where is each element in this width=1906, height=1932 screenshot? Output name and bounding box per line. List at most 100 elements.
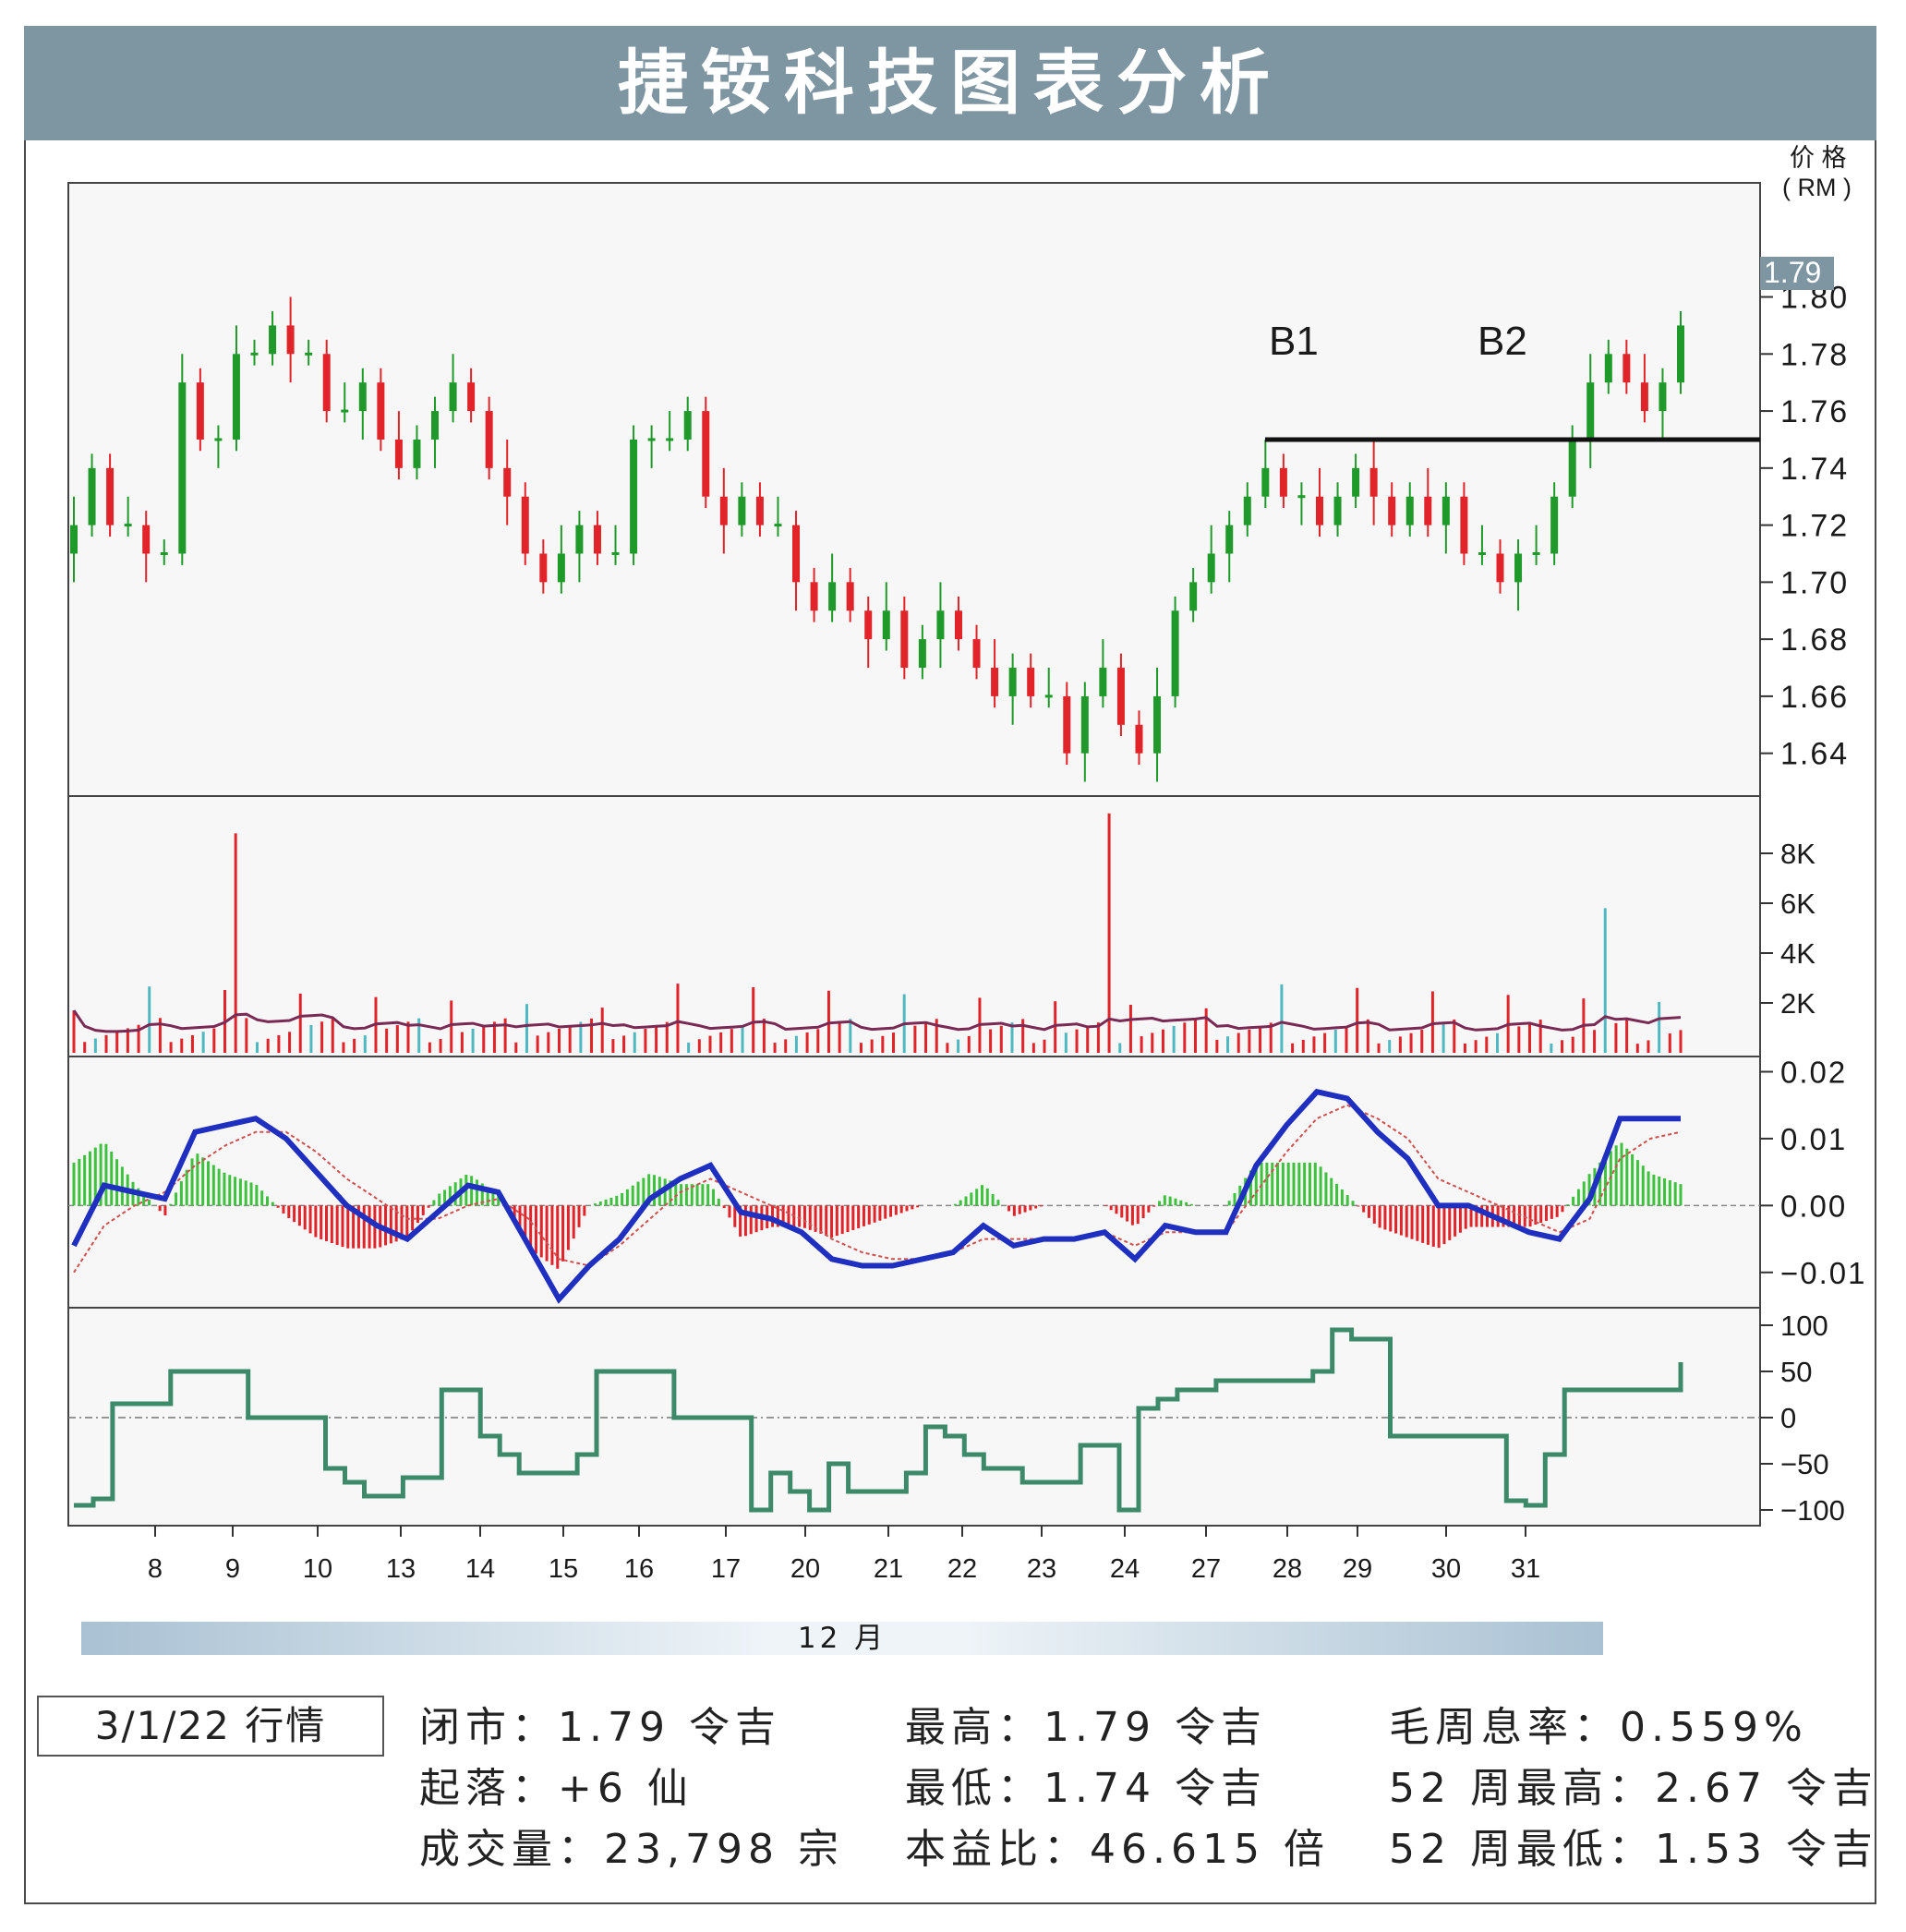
macd-line	[71, 1088, 1681, 1304]
x-tick-label: 13	[386, 1554, 416, 1584]
x-tick-label: 10	[303, 1554, 332, 1584]
price-tick-label: 1.76	[1780, 394, 1849, 429]
stat-volume: 成交量：23,798 宗	[419, 1826, 844, 1873]
candle-body	[1279, 467, 1287, 497]
month-label: 12 月	[797, 1622, 887, 1655]
candle-body	[792, 525, 801, 583]
candle-body	[900, 610, 909, 669]
candle-body	[1027, 668, 1035, 696]
candle-body	[449, 382, 457, 412]
candle-body	[810, 582, 818, 611]
candle-body	[1153, 695, 1162, 754]
candle-body	[1116, 668, 1125, 725]
candle-body	[1677, 325, 1684, 383]
candle-body	[557, 553, 565, 583]
candle-body	[214, 438, 223, 441]
candle-body	[1514, 553, 1523, 583]
macd-tick-label: −0.01	[1780, 1256, 1867, 1290]
candle-body	[1135, 724, 1143, 754]
candle-body	[88, 467, 96, 525]
oscillator-line	[74, 1327, 1683, 1513]
price-panel	[67, 182, 1761, 797]
candle-body	[1369, 467, 1378, 497]
x-tick-label: 28	[1273, 1554, 1302, 1584]
candle-body	[70, 525, 78, 554]
candle-body	[1225, 525, 1234, 554]
volume-tick-label: 2K	[1780, 987, 1816, 1020]
candle-body	[1315, 496, 1323, 525]
candle-body	[1189, 582, 1198, 611]
volume-panel	[67, 795, 1761, 1057]
stat-change: 起落：+6 仙	[419, 1765, 694, 1812]
x-tick-label: 22	[947, 1554, 977, 1584]
candle-body	[1099, 668, 1107, 696]
candle-body	[485, 411, 493, 468]
candle-body	[142, 525, 151, 554]
candle-body	[521, 496, 529, 554]
candle-body	[341, 409, 349, 413]
stat-52wk-low: 52 周最低：1.53 令吉	[1389, 1826, 1878, 1873]
candle-body	[1586, 382, 1595, 440]
macd-signal-line	[73, 1104, 1682, 1274]
candle-body	[755, 496, 764, 525]
candle-body	[991, 668, 999, 696]
candle-body	[918, 639, 926, 669]
candle-body	[1640, 382, 1648, 412]
candle-body	[269, 325, 277, 355]
x-tick-label: 21	[874, 1554, 903, 1584]
volume-tick-label: 4K	[1780, 937, 1816, 970]
x-tick-label: 9	[225, 1554, 240, 1584]
candle-body	[846, 582, 854, 611]
volume-ma-line	[72, 1009, 1682, 1033]
candle-body	[377, 382, 385, 440]
candle-body	[1243, 496, 1251, 525]
candle-body	[1171, 610, 1179, 696]
candle-body	[936, 610, 945, 640]
candle-body	[774, 524, 782, 527]
last-price-tag-bg	[1760, 257, 1834, 290]
price-unit-label: 价 格	[1790, 144, 1847, 172]
title-bar: 捷铵科技图表分析	[24, 26, 1876, 140]
stat-close: 闭市：1.79 令吉	[419, 1704, 781, 1751]
candle-body	[647, 438, 656, 441]
x-tick-label: 15	[549, 1554, 578, 1584]
candle-body	[539, 553, 548, 583]
candle-body	[1261, 467, 1270, 497]
candle-body	[1659, 382, 1667, 412]
candle-body	[1207, 553, 1215, 583]
chart-title: 捷铵科技图表分析	[618, 42, 1283, 124]
stat-pe: 本益比：46.615 倍	[905, 1826, 1330, 1873]
candle-body	[1297, 495, 1306, 499]
oscillator-tick-label: −50	[1780, 1448, 1829, 1480]
stat-yield: 毛周息率：0.559%	[1389, 1704, 1808, 1751]
x-tick-label: 17	[711, 1554, 741, 1584]
candle-body	[394, 439, 403, 468]
candle-body	[305, 352, 313, 356]
price-tick-label: 1.74	[1780, 452, 1849, 487]
candle-body	[702, 411, 710, 497]
date-label: 3/1/22 行情	[37, 1696, 384, 1757]
macd-tick-label: 0.01	[1780, 1122, 1847, 1156]
candle-body	[1460, 496, 1468, 554]
volume-tick-label: 6K	[1780, 888, 1816, 920]
oscillator-panel	[67, 1307, 1761, 1527]
candle-body	[232, 354, 240, 440]
price-tick-label: 1.64	[1780, 737, 1849, 772]
candle-body	[196, 382, 204, 440]
candle-body	[160, 551, 168, 555]
oscillator-tick-label: −100	[1780, 1494, 1845, 1527]
candle-body	[1424, 496, 1432, 525]
candle-body	[1080, 695, 1089, 754]
annotation-b1: B1	[1269, 319, 1319, 364]
candle-body	[828, 582, 837, 611]
x-tick-label: 23	[1027, 1554, 1056, 1584]
x-tick-label: 14	[465, 1554, 495, 1584]
candle-body	[666, 438, 674, 441]
candle-body	[322, 354, 331, 412]
candle-body	[358, 382, 367, 412]
price-unit-rm: ( RM )	[1782, 174, 1852, 201]
price-tick-label: 1.66	[1780, 680, 1849, 715]
candle-body	[683, 411, 692, 440]
x-tick-label: 16	[624, 1554, 654, 1584]
